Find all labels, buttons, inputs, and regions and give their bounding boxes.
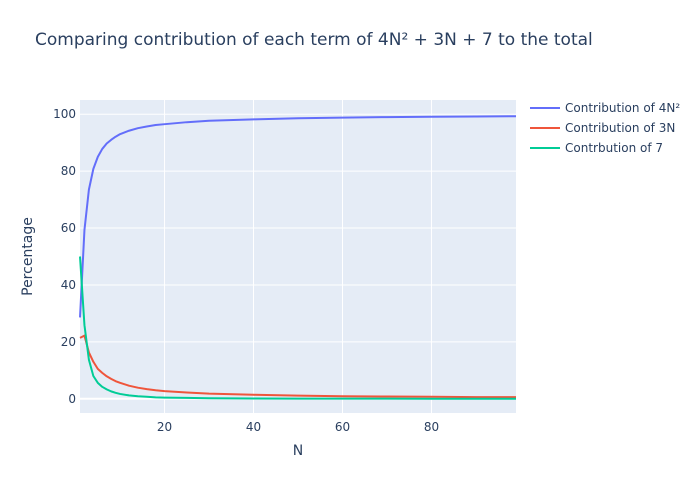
plot-area xyxy=(80,100,516,413)
series-lines xyxy=(79,115,517,400)
legend-label: Contribution of 4N² xyxy=(565,101,680,115)
x-axis: 20 40 60 80 xyxy=(157,420,439,434)
chart-title: Comparing contribution of each term of 4… xyxy=(35,30,593,50)
y-tick-label: 60 xyxy=(61,221,76,235)
x-tick-label: 40 xyxy=(246,420,261,434)
x-tick-label: 20 xyxy=(157,420,172,434)
y-tick-label: 80 xyxy=(61,164,76,178)
legend-item-1[interactable]: Contribution of 4N² xyxy=(530,101,680,115)
series-line-3 xyxy=(79,256,516,400)
y-tick-label: 20 xyxy=(61,335,76,349)
x-tick-label: 80 xyxy=(424,420,439,434)
y-axis-title: Percentage xyxy=(20,217,36,296)
y-tick-label: 100 xyxy=(53,107,76,121)
y-tick-label: 0 xyxy=(68,392,76,406)
y-axis: 0 20 40 60 80 100 xyxy=(53,107,76,406)
y-tick-label: 40 xyxy=(61,278,76,292)
x-axis-title: N xyxy=(293,443,303,459)
legend[interactable]: Contribution of 4N² Contribution of 3N Con… xyxy=(530,101,680,155)
series-line-2 xyxy=(79,334,516,399)
legend-item-3[interactable]: Contrbution of 7 xyxy=(530,141,663,155)
legend-label: Contribution of 3N xyxy=(565,121,675,135)
legend-item-2[interactable]: Contribution of 3N xyxy=(530,121,675,135)
x-tick-label: 60 xyxy=(335,420,350,434)
grid xyxy=(80,100,516,413)
series-line-1 xyxy=(79,115,517,318)
legend-label: Contrbution of 7 xyxy=(565,141,663,155)
